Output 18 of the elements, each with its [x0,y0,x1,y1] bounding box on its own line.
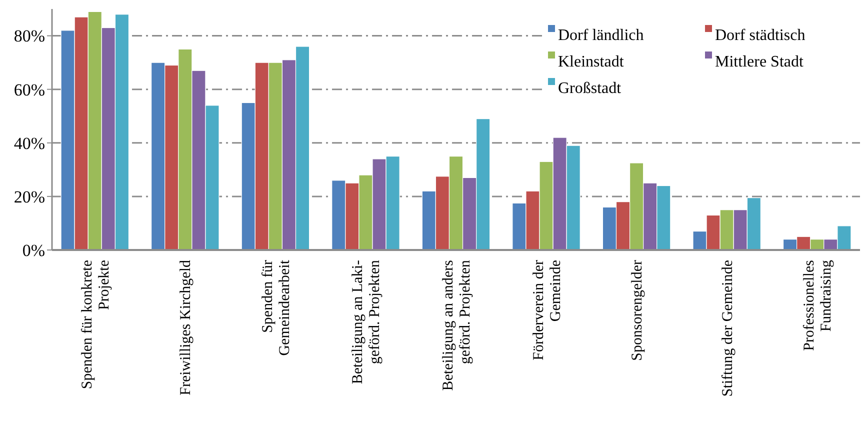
x-tick-label: Stiftung der Gemeinde [720,260,736,397]
x-tick-label: Spenden für konkrete Projekte [79,260,112,390]
x-tick-label: Spenden für Gemeindearbeit [260,259,293,356]
y-tick-label: 0% [22,240,45,260]
y-tick-label: 40% [14,134,45,153]
y-tick-label: 80% [14,26,45,46]
y-tick-label: 60% [14,80,45,100]
legend-label: Dorf ländlich [558,26,644,44]
legend-label: Dorf städtisch [715,26,806,44]
legend-label: Mittlere Stadt [715,53,804,70]
legend-label: Großstadt [558,80,622,97]
x-tick-label: Freiwilliges Kirchgeld [178,260,194,396]
x-tick-label: Beteiligung an Laki- geförd. Projekten [350,260,384,384]
x-tick-label: Professionelles Fundraising [802,260,835,351]
legend-label: Kleinstadt [558,53,624,70]
x-tick-label: Sponsorengelder [630,260,646,361]
y-tick-label: 20% [14,187,45,206]
x-tick-label: Förderverein der Gemeinde [530,260,564,360]
